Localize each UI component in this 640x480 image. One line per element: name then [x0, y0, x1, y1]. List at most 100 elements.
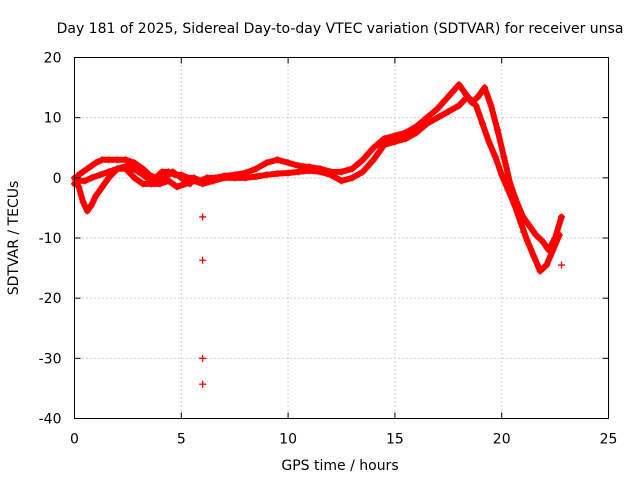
chart-title: Day 181 of 2025, Sidereal Day-to-day VTE…: [57, 21, 624, 37]
data-point: [164, 177, 172, 185]
data-point: [88, 162, 96, 170]
data-point: [530, 252, 538, 260]
y-tick-label: 0: [53, 171, 62, 187]
data-point: [177, 174, 185, 182]
y-tick-label: -30: [39, 351, 62, 367]
data-point: [75, 183, 83, 191]
data-point: [113, 156, 121, 164]
data-point: [517, 219, 525, 227]
data-point: [273, 170, 281, 178]
data-point: [190, 177, 198, 185]
data-point: [83, 207, 91, 215]
data-point: [75, 171, 83, 179]
data-point: [380, 135, 388, 143]
data-point: [92, 192, 100, 200]
data-point: [558, 213, 566, 221]
data-point: [92, 159, 100, 167]
data-point: [536, 267, 544, 275]
series-track-b: [71, 93, 563, 275]
data-point: [231, 174, 239, 182]
data-point: [130, 159, 138, 167]
data-point: [209, 177, 217, 185]
data-point: [143, 174, 151, 182]
data-point: [485, 138, 493, 146]
outlier-point: [519, 228, 527, 236]
data-point: [455, 102, 463, 110]
data-point: [81, 177, 89, 185]
data-point: [305, 167, 313, 175]
data-point: [434, 114, 442, 122]
y-tick-label: 10: [44, 111, 62, 127]
series-track-a: [71, 81, 566, 254]
data-point: [434, 105, 442, 113]
data-point: [455, 81, 463, 89]
y-tick-label: -10: [39, 231, 62, 247]
data-point: [555, 231, 563, 239]
outlier-point: [199, 213, 207, 221]
data-point: [370, 156, 378, 164]
data-point: [423, 120, 431, 128]
data-point: [348, 165, 356, 173]
data-point: [130, 174, 138, 182]
data-point: [88, 201, 96, 209]
data-point: [98, 183, 106, 191]
data-point: [316, 168, 324, 176]
data-point: [79, 168, 87, 176]
data-point: [79, 198, 87, 206]
data-point: [474, 93, 482, 101]
data-point: [122, 156, 130, 164]
data-point: [241, 174, 249, 182]
data-point: [83, 165, 91, 173]
data-point: [493, 126, 501, 134]
data-point: [370, 144, 378, 152]
data-point: [391, 132, 399, 140]
axis-ticks: 0 5 10 15 20 25 -40 -30 -20 -10 0 10 20: [39, 51, 618, 448]
data-point: [96, 171, 104, 179]
data-point: [481, 84, 489, 92]
data-point: [273, 156, 281, 164]
data-point: [412, 129, 420, 137]
data-point: [525, 222, 533, 230]
data-point: [444, 93, 452, 101]
data-point: [380, 141, 388, 149]
series-track-c: [75, 162, 194, 188]
x-tick-label: 0: [70, 432, 79, 448]
y-tick-label: 20: [44, 51, 62, 67]
data-point: [105, 174, 113, 182]
data-point: [295, 162, 303, 170]
data-point: [158, 168, 166, 176]
data-point: [538, 237, 546, 245]
x-tick-label: 25: [600, 432, 618, 448]
outlier-point: [558, 261, 566, 269]
data-point: [511, 201, 519, 209]
data-point: [327, 171, 335, 179]
x-axis-label: GPS time / hours: [281, 458, 398, 474]
outlier-point: [199, 354, 207, 362]
outlier-point: [199, 256, 207, 264]
data-point: [491, 153, 499, 161]
data-point: [113, 165, 121, 173]
data-point: [500, 153, 508, 161]
data-point: [263, 159, 271, 167]
data-point: [139, 165, 147, 173]
data-point: [348, 174, 356, 182]
data-point: [252, 173, 260, 181]
data-point: [252, 165, 260, 173]
data-point: [391, 138, 399, 146]
y-tick-label: -40: [39, 412, 62, 428]
data-point: [169, 168, 177, 176]
data-point: [504, 186, 512, 194]
data-point: [444, 108, 452, 116]
data-point: [124, 162, 132, 170]
data-point: [487, 102, 495, 110]
data-point: [284, 159, 292, 167]
x-tick-label: 20: [493, 432, 511, 448]
series-band: [71, 93, 563, 275]
data-point: [199, 180, 207, 188]
data-point: [464, 93, 472, 101]
data-point: [359, 156, 367, 164]
data-point: [220, 174, 228, 182]
data-point: [105, 168, 113, 176]
y-axis-label: SDTVAR / TECUs: [6, 181, 22, 296]
data-point: [186, 180, 194, 188]
